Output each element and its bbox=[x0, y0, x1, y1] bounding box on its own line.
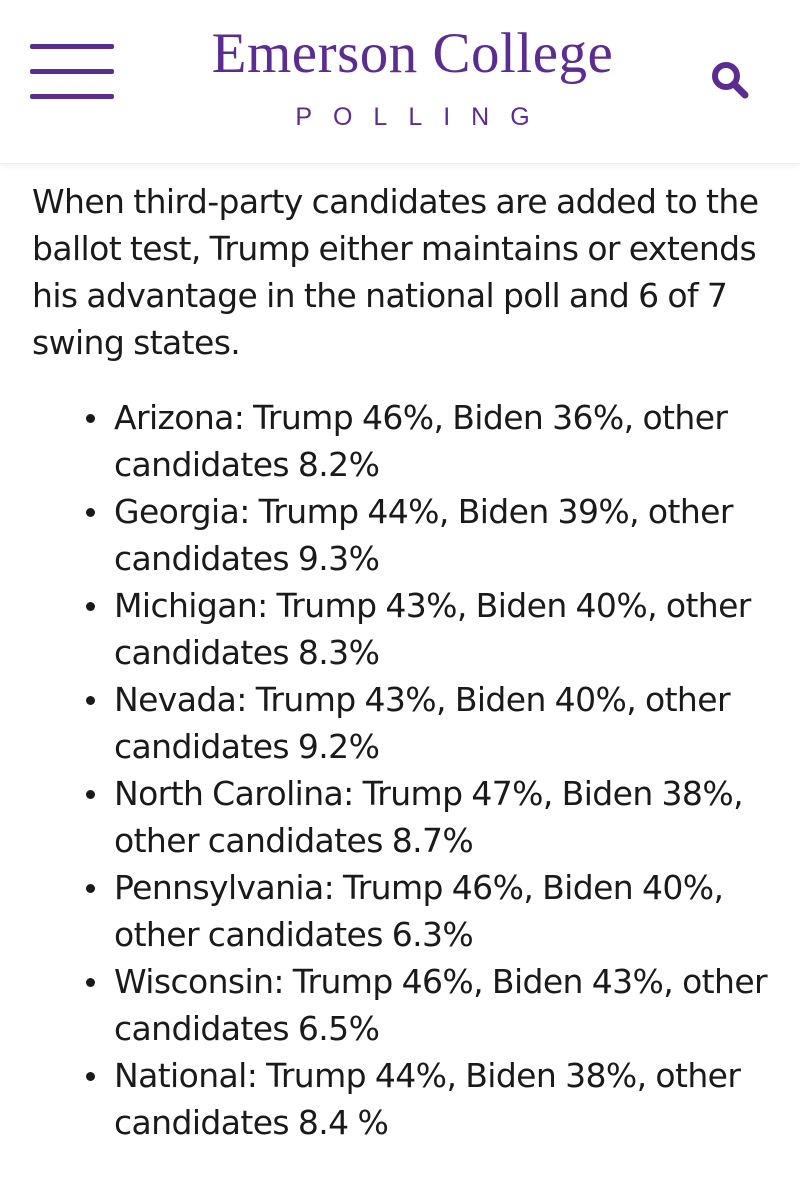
intro-paragraph: When third-party candidates are added to… bbox=[32, 182, 759, 362]
menu-line bbox=[30, 69, 114, 74]
hamburger-menu-icon[interactable] bbox=[30, 44, 114, 102]
article-content: When third-party candidates are added to… bbox=[0, 178, 800, 1146]
bullet-icon bbox=[86, 696, 95, 705]
list-item: Arizona: Trump 46%, Biden 36%, other can… bbox=[32, 394, 768, 488]
menu-line bbox=[30, 44, 114, 49]
result-text: Michigan: Trump 43%, Biden 40%, other ca… bbox=[114, 586, 751, 672]
result-text: North Carolina: Trump 47%, Biden 38%, ot… bbox=[114, 774, 744, 860]
result-text: Nevada: Trump 43%, Biden 40%, other cand… bbox=[114, 680, 731, 766]
result-text: Pennsylvania: Trump 46%, Biden 40%, othe… bbox=[114, 868, 724, 954]
result-text: Georgia: Trump 44%, Biden 39%, other can… bbox=[114, 492, 733, 578]
menu-line bbox=[30, 94, 114, 99]
bullet-icon bbox=[86, 602, 95, 611]
bullet-icon bbox=[86, 1072, 95, 1081]
search-icon[interactable] bbox=[708, 58, 752, 102]
result-text: National: Trump 44%, Biden 38%, other ca… bbox=[114, 1056, 741, 1142]
list-item: National: Trump 44%, Biden 38%, other ca… bbox=[32, 1052, 768, 1146]
bullet-icon bbox=[86, 508, 95, 517]
bullet-icon bbox=[86, 414, 95, 423]
list-item: Wisconsin: Trump 46%, Biden 43%, other c… bbox=[32, 958, 768, 1052]
list-item: Georgia: Trump 44%, Biden 39%, other can… bbox=[32, 488, 768, 582]
logo-subtitle: POLLING bbox=[295, 103, 551, 131]
list-item: North Carolina: Trump 47%, Biden 38%, ot… bbox=[32, 770, 768, 864]
logo-title: Emerson College bbox=[211, 22, 614, 85]
result-text: Wisconsin: Trump 46%, Biden 43%, other c… bbox=[114, 962, 768, 1048]
list-item: Michigan: Trump 43%, Biden 40%, other ca… bbox=[32, 582, 768, 676]
bullet-icon bbox=[86, 790, 95, 799]
results-list: Arizona: Trump 46%, Biden 36%, other can… bbox=[32, 394, 768, 1146]
result-text: Arizona: Trump 46%, Biden 36%, other can… bbox=[114, 398, 728, 484]
list-item: Pennsylvania: Trump 46%, Biden 40%, othe… bbox=[32, 864, 768, 958]
bullet-icon bbox=[86, 884, 95, 893]
site-header: Emerson College POLLING bbox=[0, 0, 800, 164]
bullet-icon bbox=[86, 978, 95, 987]
site-logo[interactable]: Emerson College POLLING bbox=[160, 18, 665, 132]
list-item: Nevada: Trump 43%, Biden 40%, other cand… bbox=[32, 676, 768, 770]
search-icon-graphic bbox=[712, 62, 749, 99]
